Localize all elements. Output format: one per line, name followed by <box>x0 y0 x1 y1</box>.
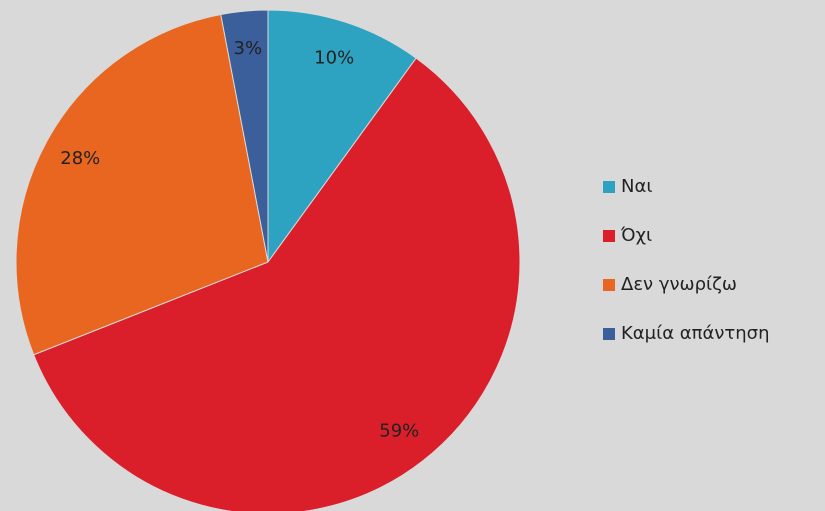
data-label: 3% <box>234 38 263 59</box>
legend-swatch <box>603 279 615 291</box>
pie-slice <box>15 13 269 356</box>
legend-swatch <box>603 230 615 242</box>
data-label: 10% <box>314 47 354 68</box>
legend-label: Ναι <box>621 176 652 197</box>
legend-label: Καμία απάντηση <box>621 323 769 344</box>
legend-swatch <box>603 181 615 193</box>
legend-label: Δεν γνωρίζω <box>621 274 737 295</box>
data-label: 28% <box>60 148 100 169</box>
pie-slice <box>267 9 417 264</box>
legend-swatch <box>603 328 615 340</box>
data-label: 59% <box>379 420 419 441</box>
legend-label: Όχι <box>620 225 652 246</box>
pie-slice <box>220 9 269 263</box>
pie-slice <box>33 57 521 511</box>
